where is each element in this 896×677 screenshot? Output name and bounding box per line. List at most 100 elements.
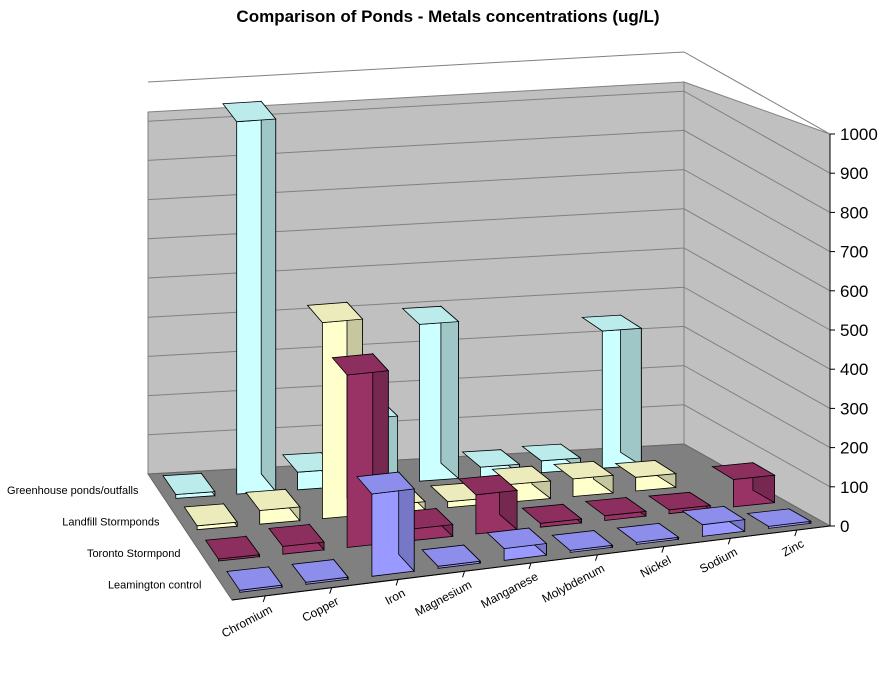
bar (204, 535, 261, 562)
y-tick-label: 800 (840, 203, 868, 222)
series-label: Leamington control (108, 579, 202, 591)
category-label: Magnesium (413, 578, 474, 619)
gridline (147, 169, 831, 253)
y-tick-label: 300 (840, 399, 868, 418)
bar (552, 460, 615, 497)
bar (551, 529, 614, 553)
bar (162, 472, 216, 499)
bar (486, 527, 548, 561)
bar-top-face (162, 472, 216, 495)
bar-top-face (461, 449, 521, 468)
bar (421, 544, 482, 569)
bar (746, 508, 813, 529)
bar (584, 496, 648, 521)
bar-top-face (552, 460, 615, 480)
bar-top-face (204, 535, 261, 560)
bar-top-face (291, 559, 349, 583)
bar (647, 491, 712, 515)
x-tick (329, 587, 333, 594)
bar-top-face (521, 443, 582, 462)
gridline (147, 51, 831, 135)
bar (183, 502, 238, 531)
bar (226, 565, 283, 593)
bar-top-face (584, 497, 648, 517)
bar-side-face (620, 314, 642, 467)
bar-top-face (647, 491, 712, 511)
bar-top-face (421, 544, 482, 567)
category-label: Copper (300, 594, 341, 625)
y-axis: 0 100 200 300 400 500 600 700 800 900 1000 (829, 125, 878, 536)
bar (521, 503, 583, 528)
series-label: Landfill Stormponds (62, 516, 160, 528)
y-tick-label: 400 (840, 360, 868, 379)
chart-title: Comparison of Ponds - Metals concentrati… (236, 7, 660, 26)
gridline (147, 247, 831, 331)
bar-top-face (306, 301, 364, 324)
bar (268, 523, 325, 555)
bar (291, 558, 349, 585)
bar (458, 474, 519, 535)
x-tick (727, 538, 731, 545)
gridline (147, 129, 831, 213)
y-tick-label: 500 (840, 321, 868, 340)
x-tick (262, 595, 266, 603)
bar-top-face (521, 503, 583, 524)
gridline (147, 90, 831, 174)
x-tick (528, 562, 532, 570)
bar (616, 522, 680, 545)
x-tick (462, 571, 466, 578)
bar (581, 314, 643, 469)
bar-top-face (551, 530, 614, 551)
bar (711, 462, 776, 508)
x-tick (794, 529, 798, 537)
bar-top-face (458, 474, 519, 496)
bar-top-face (356, 471, 416, 495)
bar-top-face (268, 524, 325, 547)
bar-top-face (491, 465, 552, 485)
category-label: Iron (383, 586, 408, 608)
bar-top-face (226, 566, 283, 591)
series-label: Toronto Stormpond (87, 548, 181, 560)
bar-top-face (616, 522, 680, 543)
category-label: Chromium (219, 602, 274, 640)
bar-top-face (222, 100, 277, 123)
bar (245, 488, 301, 525)
bar-top-face (401, 305, 460, 325)
bar (401, 305, 460, 482)
series-label: Greenhouse ponds/outfalls (7, 485, 139, 497)
bar-top-face (614, 460, 678, 478)
bar (681, 505, 746, 537)
bar-top-face (486, 527, 548, 550)
y-tick-label: 700 (840, 243, 868, 262)
category-label: Nickel (638, 553, 673, 581)
bar-top-face (183, 503, 238, 527)
bar-top-face (331, 353, 390, 376)
bar (222, 100, 277, 495)
x-tick (661, 546, 665, 553)
bar (491, 465, 552, 503)
bar (356, 471, 416, 577)
y-tick-label: 900 (840, 164, 868, 183)
y-tick-label: 0 (840, 517, 849, 536)
category-label: Zinc (780, 536, 807, 559)
y-tick-label: 1000 (840, 125, 878, 144)
category-label: Manganese (478, 569, 540, 611)
bar (614, 459, 678, 492)
category-label: Sodium (697, 545, 740, 576)
x-tick (395, 579, 399, 586)
bar-top-face (711, 462, 776, 480)
category-label: Molybdenum (540, 561, 607, 606)
bar-side-face (260, 100, 277, 493)
y-tick-label: 100 (840, 478, 868, 497)
bar-top-face (581, 314, 643, 332)
bar-top-face (681, 505, 746, 526)
bar (521, 443, 582, 474)
bar-side-face (440, 305, 459, 480)
gridline (147, 208, 831, 292)
bars (162, 100, 813, 593)
x-tick (594, 554, 598, 561)
bar-top-face (245, 488, 301, 511)
bar-top-face (746, 508, 813, 527)
y-tick-label: 600 (840, 282, 868, 301)
